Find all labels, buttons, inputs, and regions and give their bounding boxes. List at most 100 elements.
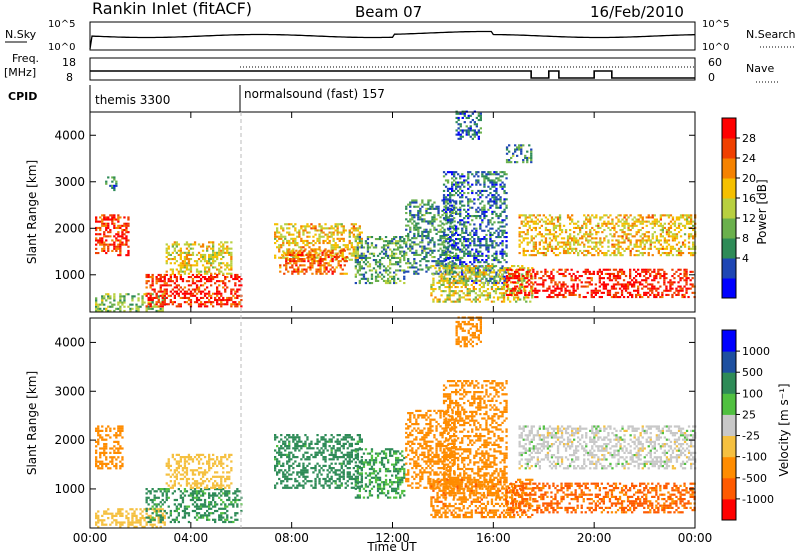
heatmap-cell xyxy=(342,227,345,230)
heatmap-cell xyxy=(540,239,543,242)
heatmap-cell xyxy=(177,270,180,273)
heatmap-cell xyxy=(605,224,608,227)
heatmap-cell xyxy=(635,224,638,227)
heatmap-cell xyxy=(113,445,116,448)
heatmap-cell xyxy=(484,273,488,276)
heatmap-cell xyxy=(572,293,575,296)
heatmap-cell xyxy=(115,218,118,221)
heatmap-cell xyxy=(481,238,484,241)
heatmap-cell xyxy=(115,451,118,454)
heatmap-cell xyxy=(454,267,457,270)
heatmap-cell xyxy=(499,250,502,253)
heatmap-cell xyxy=(280,235,283,238)
heatmap-cell xyxy=(210,272,213,275)
heatmap-cell xyxy=(461,269,464,272)
heatmap-cell xyxy=(173,276,176,279)
heatmap-cell xyxy=(125,514,128,517)
heatmap-cell xyxy=(461,256,464,259)
heatmap-cell xyxy=(449,219,452,222)
heatmap-cell xyxy=(103,445,106,448)
heatmap-cell xyxy=(503,198,506,201)
heatmap-cell xyxy=(530,229,533,232)
heatmap-cell xyxy=(552,285,555,288)
heatmap-cell xyxy=(495,271,498,274)
heatmap-cell xyxy=(427,268,430,271)
heatmap-cell xyxy=(518,146,521,149)
heatmap-cell xyxy=(415,226,418,229)
heatmap-cell xyxy=(276,223,279,226)
heatmap-cell xyxy=(655,218,658,221)
heatmap-cell xyxy=(286,227,289,230)
heatmap-cell xyxy=(449,225,452,228)
heatmap-cell xyxy=(201,264,205,267)
heatmap-cell xyxy=(409,226,412,229)
heatmap-cell xyxy=(496,298,500,301)
heatmap-cell xyxy=(550,218,554,221)
heatmap-cell xyxy=(382,248,386,251)
heatmap-cell xyxy=(501,229,504,232)
heatmap-cell xyxy=(556,270,559,273)
heatmap-cell xyxy=(113,427,116,430)
heatmap-cell xyxy=(403,269,406,272)
heatmap-cell xyxy=(475,256,478,259)
heatmap-cell xyxy=(641,220,644,223)
heatmap-cell xyxy=(651,241,654,244)
heatmap-cell xyxy=(417,218,420,221)
heatmap-cell xyxy=(588,272,591,275)
heatmap-cell xyxy=(149,299,152,302)
heatmap-cell xyxy=(119,432,122,435)
heatmap-cell xyxy=(495,192,498,195)
heatmap-cell xyxy=(629,291,632,294)
heatmap-cell xyxy=(457,254,460,257)
heatmap-cell xyxy=(690,216,693,219)
heatmap-cell xyxy=(464,265,467,268)
heatmap-cell xyxy=(505,289,509,292)
heatmap-cell xyxy=(523,288,526,291)
heatmap-cell xyxy=(493,259,496,262)
heatmap-cell xyxy=(463,252,466,255)
heatmap-cell xyxy=(332,231,335,234)
heatmap-cell xyxy=(572,285,575,288)
heatmap-cell xyxy=(620,293,624,296)
heatmap-cell xyxy=(127,519,130,522)
heatmap-cell xyxy=(611,252,614,255)
heatmap-cell xyxy=(514,144,517,147)
heatmap-cell xyxy=(409,262,412,265)
heatmap-cell xyxy=(341,258,344,261)
heatmap-cell xyxy=(441,199,444,202)
heatmap-cell xyxy=(384,269,388,272)
heatmap-cell xyxy=(675,293,678,296)
heatmap-cell xyxy=(649,247,652,250)
heatmap-cell xyxy=(129,309,132,312)
heatmap-cell xyxy=(490,271,494,274)
heatmap-cell xyxy=(446,271,449,274)
heatmap-cell xyxy=(161,305,164,308)
heatmap-cell xyxy=(635,275,638,278)
heatmap-cell xyxy=(655,239,658,242)
heatmap-cell xyxy=(505,279,509,282)
heatmap-cell xyxy=(309,264,312,267)
heatmap-cell xyxy=(123,233,126,236)
heatmap-cell xyxy=(673,233,677,236)
heatmap-cell xyxy=(470,300,473,303)
heatmap-cell xyxy=(222,273,225,276)
heatmap-cell xyxy=(173,243,176,246)
heatmap-cell xyxy=(216,273,219,276)
heatmap-cell xyxy=(590,296,593,299)
heatmap-cell xyxy=(226,264,229,267)
heatmap-cell xyxy=(378,275,382,278)
heatmap-cell xyxy=(497,215,500,218)
heatmap-cell xyxy=(569,243,572,246)
heatmap-cell xyxy=(566,214,570,217)
heatmap-cell xyxy=(423,203,426,206)
heatmap-cell xyxy=(493,200,496,203)
heatmap-cell xyxy=(681,289,684,292)
heatmap-cell xyxy=(564,231,568,234)
heatmap-cell xyxy=(226,272,229,275)
heatmap-cell xyxy=(659,218,662,221)
heatmap-cell xyxy=(521,286,524,289)
heatmap-cell xyxy=(109,295,112,298)
heatmap-cell xyxy=(479,183,482,186)
heatmap-cell xyxy=(318,233,321,236)
heatmap-cell xyxy=(468,292,471,295)
